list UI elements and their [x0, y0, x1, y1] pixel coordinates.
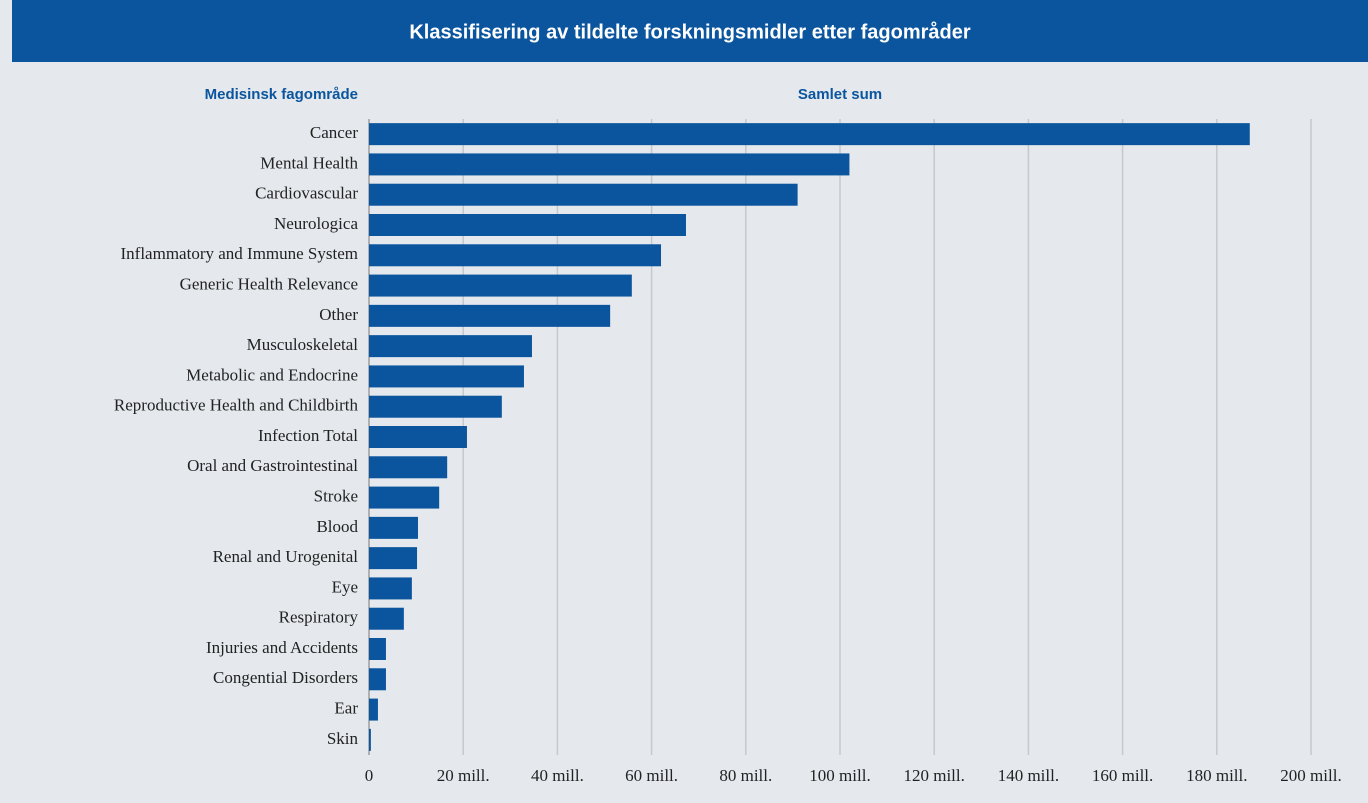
bar: [369, 547, 418, 570]
x-tick-label: 120 mill.: [903, 766, 964, 785]
y-tick-label: Cancer: [310, 123, 358, 142]
bar: [369, 365, 524, 388]
y-tick-label: Congential Disorders: [213, 668, 358, 687]
bar: [369, 607, 404, 630]
y-tick-label: Ear: [334, 698, 358, 717]
y-tick-label: Eye: [332, 577, 358, 596]
bar: [369, 698, 378, 721]
bar: [369, 335, 532, 358]
x-tick-label: 180 mill.: [1186, 766, 1247, 785]
y-tick-label: Infection Total: [258, 426, 358, 445]
bar: [369, 668, 386, 691]
bar: [369, 638, 386, 660]
y-tick-label: Renal and Urogenital: [213, 547, 359, 566]
bar: [369, 183, 798, 206]
y-tick-label: Neurologica: [274, 214, 358, 233]
y-tick-label: Cardiovascular: [255, 184, 358, 203]
value-header: Samlet sum: [798, 86, 882, 103]
x-tick-label: 140 mill.: [998, 766, 1059, 785]
bar: [369, 395, 502, 418]
y-tick-label: Metabolic and Endocrine: [186, 365, 358, 384]
bar: [369, 244, 662, 267]
y-tick-label: Mental Health: [260, 153, 358, 172]
x-tick-label: 40 mill.: [531, 766, 584, 785]
title-banner: [12, 0, 1368, 62]
category-header: Medisinsk fagområde: [205, 86, 358, 103]
y-tick-label: Inflammatory and Immune System: [121, 244, 358, 263]
bar: [369, 274, 632, 297]
x-tick-label: 200 mill.: [1280, 766, 1341, 785]
y-tick-label: Oral and Gastrointestinal: [187, 456, 358, 475]
y-tick-label: Other: [319, 305, 358, 324]
x-tick-label: 160 mill.: [1092, 766, 1153, 785]
y-tick-label: Musculoskeletal: [247, 335, 359, 354]
bar: [369, 304, 611, 327]
chart-title: Klassifisering av tildelte forskningsmid…: [409, 20, 970, 43]
bar: [369, 426, 467, 448]
y-tick-label: Blood: [316, 517, 358, 536]
y-tick-label: Generic Health Relevance: [180, 274, 358, 293]
x-tick-label: 20 mill.: [437, 766, 490, 785]
y-tick-label: Stroke: [314, 486, 358, 505]
bar: [369, 486, 440, 509]
x-tick-label: 100 mill.: [809, 766, 870, 785]
y-tick-label: Injuries and Accidents: [206, 638, 358, 657]
y-tick-label: Skin: [327, 729, 359, 748]
y-tick-label: Respiratory: [279, 608, 359, 627]
bar: [369, 516, 418, 539]
bar: [369, 456, 448, 479]
bar: [369, 214, 686, 236]
x-tick-label: 0: [365, 766, 374, 785]
bar: [369, 577, 412, 600]
y-tick-label: Reproductive Health and Childbirth: [114, 396, 359, 415]
x-tick-label: 60 mill.: [625, 766, 678, 785]
bar: [369, 153, 850, 176]
bar: [369, 728, 371, 751]
bar: [369, 123, 1250, 146]
x-tick-label: 80 mill.: [719, 766, 772, 785]
